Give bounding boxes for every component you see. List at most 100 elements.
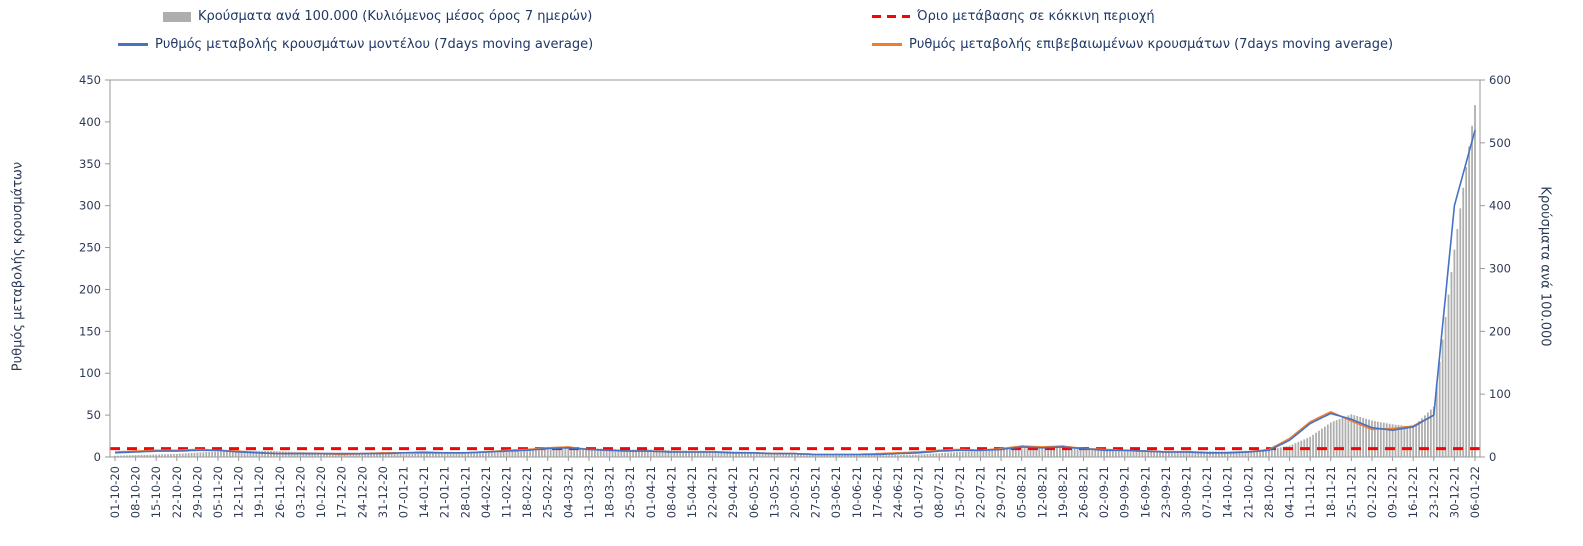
x-axis-tick-label: 10-06-21 bbox=[850, 466, 864, 518]
right-axis-tick-label: 300 bbox=[1489, 262, 1511, 276]
x-axis-tick-label: 28-10-21 bbox=[1262, 466, 1276, 518]
x-axis-tick-label: 26-11-20 bbox=[273, 466, 287, 518]
x-axis-tick-label: 05-08-21 bbox=[1015, 466, 1029, 518]
x-axis-tick-label: 22-10-20 bbox=[170, 466, 184, 518]
x-axis-tick-label: 30-12-21 bbox=[1447, 466, 1461, 518]
x-axis-tick-label: 14-01-21 bbox=[417, 466, 431, 518]
x-axis-tick-label: 04-11-21 bbox=[1283, 466, 1297, 518]
x-axis-tick-label: 08-10-20 bbox=[129, 466, 143, 518]
x-axis-tick-label: 13-05-21 bbox=[767, 466, 781, 518]
cases-bars-swatch-icon bbox=[163, 11, 191, 22]
right-axis-tick-label: 0 bbox=[1489, 450, 1496, 464]
x-axis-tick-label: 30-09-21 bbox=[1180, 466, 1194, 518]
x-axis-tick-label: 08-04-21 bbox=[664, 466, 678, 518]
x-axis-tick-label: 25-11-21 bbox=[1344, 466, 1358, 518]
x-axis-tick-label: 24-12-20 bbox=[355, 466, 369, 518]
x-axis-tick-label: 20-05-21 bbox=[788, 466, 802, 518]
x-axis-tick-label: 18-11-21 bbox=[1324, 466, 1338, 518]
x-axis-tick-label: 25-03-21 bbox=[623, 466, 637, 518]
right-axis-tick-label: 400 bbox=[1489, 199, 1511, 213]
left-axis-tick-label: 400 bbox=[79, 115, 101, 129]
right-axis-tick-label: 200 bbox=[1489, 324, 1511, 338]
x-axis-tick-label: 29-04-21 bbox=[726, 466, 740, 518]
x-axis-tick-label: 23-09-21 bbox=[1159, 466, 1173, 518]
x-axis-tick-label: 24-06-21 bbox=[891, 466, 905, 518]
legend-item-threshold: Όριο μετάβασης σε κόκκινη περιοχή bbox=[872, 9, 1155, 24]
left-axis-tick-label: 300 bbox=[79, 199, 101, 213]
x-axis-tick-label: 14-10-21 bbox=[1221, 466, 1235, 518]
left-axis-tick-label: 150 bbox=[79, 324, 101, 338]
x-axis-tick-label: 15-07-21 bbox=[953, 466, 967, 518]
x-axis-tick-label: 15-10-20 bbox=[149, 466, 163, 518]
x-axis-tick-label: 01-10-20 bbox=[108, 466, 122, 518]
legend-label-threshold: Όριο μετάβασης σε κόκκινη περιοχή bbox=[917, 9, 1155, 24]
x-axis-tick-label: 11-03-21 bbox=[582, 466, 596, 518]
model-line-swatch-icon bbox=[118, 43, 148, 46]
x-axis-tick-label: 16-12-21 bbox=[1406, 466, 1420, 518]
x-axis-tick-label: 03-12-20 bbox=[293, 466, 307, 518]
x-axis-tick-label: 08-07-21 bbox=[932, 466, 946, 518]
x-axis-tick-label: 16-09-21 bbox=[1138, 466, 1152, 518]
x-axis-tick-label: 12-11-20 bbox=[232, 466, 246, 518]
plot-border bbox=[109, 79, 1481, 458]
x-axis-tick-label: 09-12-21 bbox=[1386, 466, 1400, 518]
x-axis-tick-label: 27-05-21 bbox=[809, 466, 823, 518]
x-axis-tick-label: 04-03-21 bbox=[561, 466, 575, 518]
x-axis-tick-label: 09-09-21 bbox=[1118, 466, 1132, 518]
x-axis-tick-label: 26-08-21 bbox=[1076, 466, 1090, 518]
x-axis-tick-label: 19-08-21 bbox=[1056, 466, 1070, 518]
left-axis-tick-label: 200 bbox=[79, 282, 101, 296]
x-axis-tick-label: 21-10-21 bbox=[1241, 466, 1255, 518]
x-axis-tick-label: 22-04-21 bbox=[706, 466, 720, 518]
x-axis-tick-label: 11-11-21 bbox=[1303, 466, 1317, 518]
x-axis-tick-label: 01-07-21 bbox=[912, 466, 926, 518]
legend-item-cases-bars: Κρούσματα ανά 100.000 (Κυλιόμενος μέσος … bbox=[163, 9, 592, 24]
right-axis-tick-label: 600 bbox=[1489, 73, 1511, 87]
legend-item-model-line: Ρυθμός μεταβολής κρουσμάτων μοντέλου (7d… bbox=[118, 37, 593, 52]
legend-label-cases-bars: Κρούσματα ανά 100.000 (Κυλιόμενος μέσος … bbox=[198, 9, 593, 24]
x-axis-tick-label: 02-12-21 bbox=[1365, 466, 1379, 518]
x-axis-tick-label: 10-12-20 bbox=[314, 466, 328, 518]
threshold-dash-swatch-icon bbox=[872, 15, 910, 18]
x-axis-tick-label: 05-11-20 bbox=[211, 466, 225, 518]
x-axis-tick-label: 31-12-20 bbox=[376, 466, 390, 518]
x-axis-tick-label: 15-04-21 bbox=[685, 466, 699, 518]
x-axis-tick-label: 18-02-21 bbox=[520, 466, 534, 518]
left-axis-tick-label: 350 bbox=[79, 157, 101, 171]
model-line bbox=[114, 130, 1476, 456]
x-axis-tick-label: 29-07-21 bbox=[994, 466, 1008, 518]
legend-item-confirmed-line: Ρυθμός μεταβολής επιβεβαιωμένων κρουσμάτ… bbox=[872, 37, 1393, 52]
x-axis-tick-label: 23-12-21 bbox=[1427, 466, 1441, 518]
axis-ticks: 0 50 100 150 200 250 300 350 400 450 0 100 200 300 400… bbox=[79, 73, 1511, 518]
left-axis-tick-label: 100 bbox=[79, 366, 101, 380]
cases-bars bbox=[114, 105, 1476, 458]
x-axis-tick-label: 21-01-21 bbox=[438, 466, 452, 518]
left-axis-tick-label: 450 bbox=[79, 73, 101, 87]
x-axis-tick-label: 01-04-21 bbox=[644, 466, 658, 518]
x-axis-tick-label: 11-02-21 bbox=[500, 466, 514, 518]
x-axis-tick-label: 17-12-20 bbox=[335, 466, 349, 518]
x-axis-tick-label: 19-11-20 bbox=[252, 466, 266, 518]
x-axis-tick-label: 18-03-21 bbox=[603, 466, 617, 518]
legend-label-confirmed-line: Ρυθμός μεταβολής επιβεβαιωμένων κρουσμάτ… bbox=[909, 37, 1394, 52]
right-axis-tick-label: 100 bbox=[1489, 387, 1511, 401]
confirmed-line-swatch-icon bbox=[872, 43, 902, 46]
x-axis-tick-label: 02-09-21 bbox=[1097, 466, 1111, 518]
left-axis-tick-label: 0 bbox=[94, 450, 101, 464]
x-axis-tick-label: 07-01-21 bbox=[396, 466, 410, 518]
x-axis-tick-label: 04-02-21 bbox=[479, 466, 493, 518]
x-axis-tick-label: 06-05-21 bbox=[747, 466, 761, 518]
x-axis-tick-label: 28-01-21 bbox=[458, 466, 472, 518]
x-axis-tick-label: 17-06-21 bbox=[870, 466, 884, 518]
x-axis-tick-label: 03-06-21 bbox=[829, 466, 843, 518]
legend-label-model-line: Ρυθμός μεταβολής κρουσμάτων μοντέλου (7d… bbox=[155, 37, 594, 52]
right-axis-tick-label: 500 bbox=[1489, 136, 1511, 150]
x-axis-tick-label: 07-10-21 bbox=[1200, 466, 1214, 518]
left-axis-tick-label: 50 bbox=[86, 408, 101, 422]
x-axis-tick-label: 29-10-20 bbox=[190, 466, 204, 518]
left-axis-tick-label: 250 bbox=[79, 241, 101, 255]
x-axis-tick-label: 06-01-22 bbox=[1468, 466, 1482, 518]
x-axis-tick-label: 25-02-21 bbox=[541, 466, 555, 518]
